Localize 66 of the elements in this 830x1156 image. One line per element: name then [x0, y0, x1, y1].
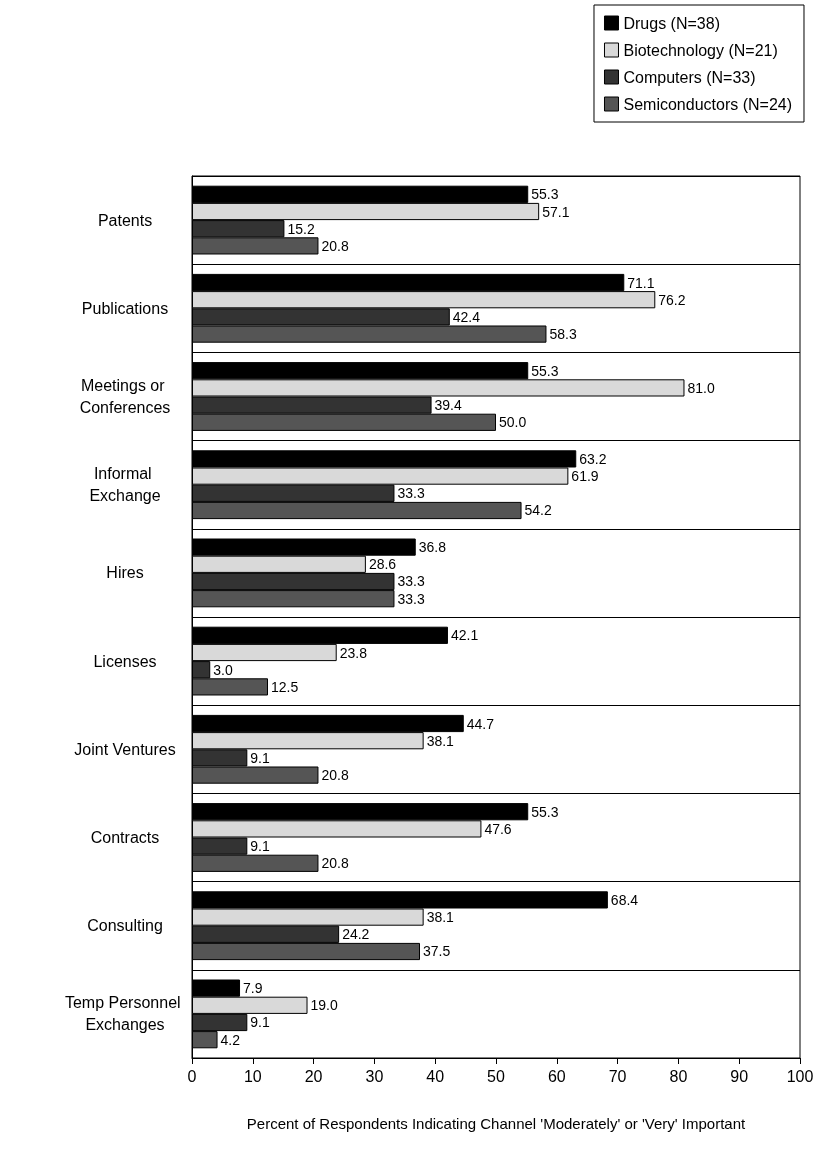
- y-tick-label: Joint Ventures: [74, 740, 176, 758]
- data-label: 71.1: [627, 274, 655, 291]
- data-label: 33.3: [397, 485, 425, 502]
- data-label: 15.2: [287, 220, 315, 237]
- x-tick-label: 80: [669, 1067, 688, 1085]
- data-label: 38.1: [426, 909, 455, 926]
- data-label: 12.5: [271, 678, 299, 695]
- data-label: 4.2: [220, 1031, 241, 1048]
- data-label: 9.1: [250, 838, 270, 855]
- data-label: 37.5: [423, 943, 451, 960]
- x-tick-label: 100: [786, 1067, 814, 1085]
- y-tick-label: Consulting: [87, 917, 163, 935]
- data-label: 19.0: [310, 997, 338, 1014]
- data-label: 57.1: [542, 203, 570, 220]
- x-tick-label: 40: [426, 1067, 445, 1085]
- legend-label: Semiconductors (N=24): [623, 95, 792, 113]
- x-tick-label: 30: [365, 1067, 384, 1085]
- data-label: 55.3: [531, 362, 559, 379]
- x-tick-label: 70: [608, 1067, 627, 1085]
- data-label: 20.8: [321, 767, 349, 784]
- data-label: 68.4: [610, 891, 639, 908]
- y-tick-label: Hires: [106, 564, 144, 582]
- data-label: 76.2: [658, 291, 686, 308]
- data-label: 54.2: [524, 502, 552, 519]
- data-label: 20.8: [321, 855, 349, 872]
- y-tick-label: Temp Personnel Exchanges: [64, 994, 186, 1034]
- data-label: 55.3: [531, 186, 559, 203]
- data-label: 33.3: [397, 590, 425, 607]
- data-label: 7.9: [243, 980, 263, 997]
- x-tick-label: 0: [187, 1067, 197, 1085]
- y-tick-label: Licenses: [93, 652, 157, 670]
- x-tick-label: 60: [547, 1067, 566, 1085]
- data-label: 20.8: [321, 237, 349, 254]
- data-label: 58.3: [549, 326, 577, 343]
- data-label: 47.6: [484, 820, 512, 837]
- data-label: 50.0: [499, 414, 527, 431]
- data-label: 28.6: [368, 556, 397, 573]
- y-tick-label: Contracts: [90, 829, 160, 846]
- data-label: 44.7: [466, 715, 495, 732]
- data-label: 61.9: [571, 468, 599, 485]
- legend-label: Biotechnology (N=21): [623, 41, 778, 59]
- data-label: 55.3: [531, 803, 559, 820]
- data-label: 9.1: [250, 749, 270, 766]
- y-tick-label: Publications: [81, 299, 169, 317]
- x-tick-label: 50: [487, 1067, 505, 1085]
- y-tick-label: Patents: [97, 211, 153, 229]
- data-label: 23.8: [339, 644, 368, 661]
- data-label: 3.0: [213, 661, 233, 678]
- data-label: 38.1: [426, 732, 455, 749]
- data-label: 24.2: [342, 926, 370, 943]
- data-label: 81.0: [687, 379, 715, 396]
- x-axis-title: Percent of Respondents Indicating Channel 'Moderately' or 'Very' Important: [246, 1115, 747, 1132]
- legend-label: Computers (N=33): [623, 68, 756, 86]
- data-label: 63.2: [579, 450, 607, 467]
- data-label: 33.3: [397, 573, 425, 590]
- y-tick-label: Informal Exchange: [89, 465, 161, 505]
- data-label: 42.1: [450, 627, 479, 644]
- legend-label: Drugs (N=38): [623, 14, 720, 32]
- x-tick-label: 10: [243, 1067, 262, 1085]
- data-label: 36.8: [418, 539, 447, 556]
- data-label: 9.1: [250, 1014, 270, 1031]
- data-label: 42.4: [452, 308, 481, 325]
- x-tick-label: 90: [730, 1067, 749, 1085]
- data-label: 39.4: [434, 397, 463, 414]
- y-tick-label: Meetings or Conferences: [79, 377, 171, 416]
- x-tick-label: 20: [304, 1067, 323, 1085]
